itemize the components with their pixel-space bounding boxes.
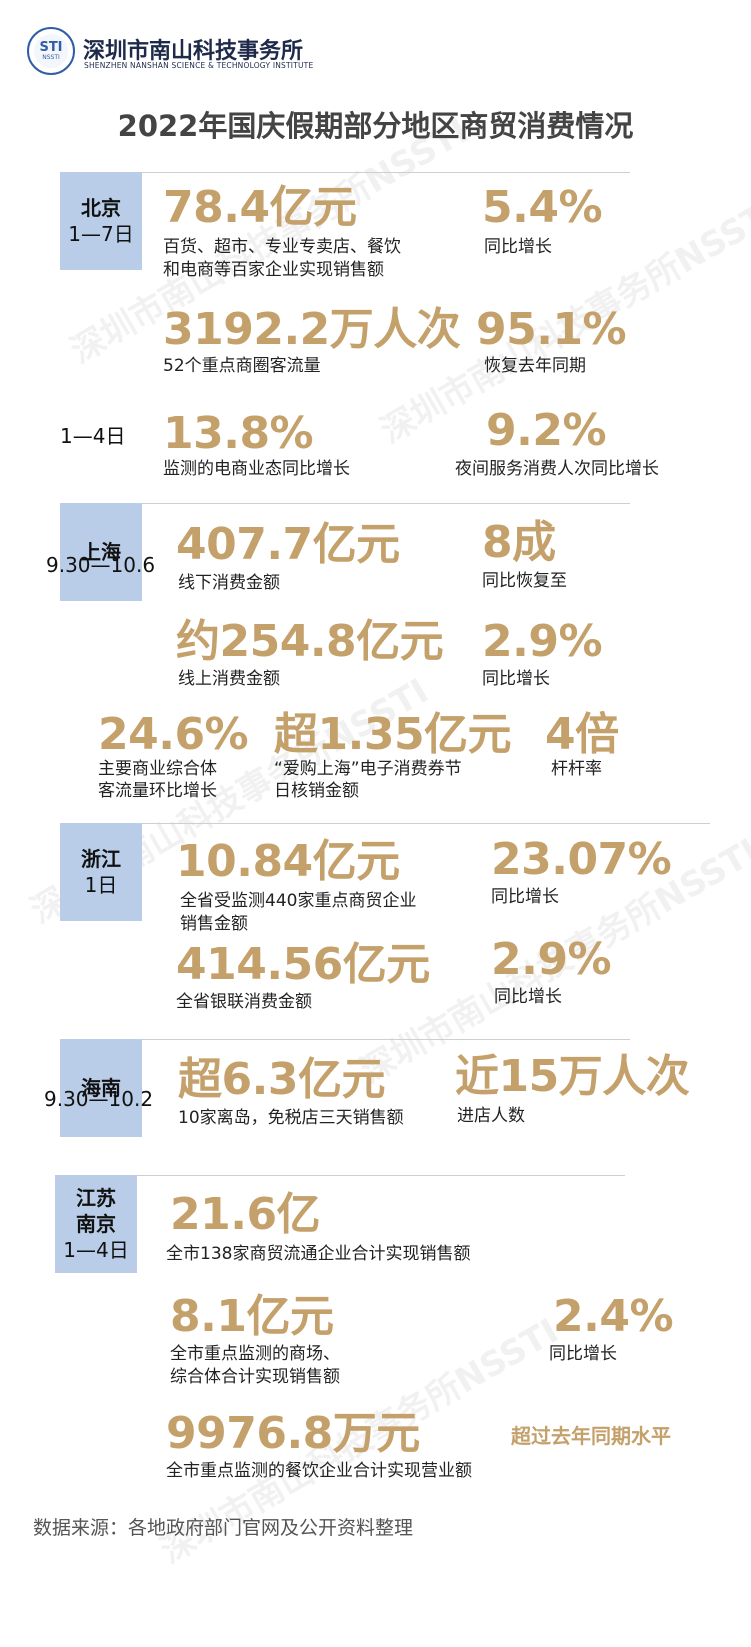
section-divider bbox=[60, 503, 630, 504]
stat-desc: 同比增长 bbox=[482, 669, 550, 689]
stat-desc: 同比增长 bbox=[549, 1344, 617, 1364]
stat-desc: 全市138家商贸流通企业合计实现销售额 bbox=[166, 1244, 471, 1264]
stat-desc: 线下消费金额 bbox=[178, 573, 280, 593]
stat-note: 超过去年同期水平 bbox=[511, 1424, 671, 1448]
region-name: 江苏 bbox=[76, 1186, 116, 1210]
region-period: 9.30—10.6 bbox=[46, 553, 156, 577]
stat-desc: 进店人数 bbox=[457, 1106, 525, 1126]
section-divider bbox=[60, 1039, 630, 1040]
org-name: 深圳市南山科技事务所 bbox=[83, 39, 304, 64]
stat-value: 超1.35亿元 bbox=[274, 709, 512, 760]
stat-desc: 杆杆率 bbox=[551, 759, 602, 779]
region-box-shanghai: 上海 bbox=[60, 503, 142, 601]
stat-desc: 10家离岛，免税店三天销售额 bbox=[178, 1108, 404, 1128]
region-period: 1—4日 bbox=[60, 424, 126, 448]
region-name: 北京 bbox=[81, 196, 121, 220]
stat-desc: “爱购上海”电子消费券节 bbox=[274, 759, 462, 779]
stat-desc: 同比增长 bbox=[491, 887, 559, 907]
stat-desc: 综合体合计实现销售额 bbox=[170, 1367, 340, 1387]
stat-value: 超6.3亿元 bbox=[178, 1054, 385, 1105]
stat-desc: 监测的电商业态同比增长 bbox=[163, 459, 350, 479]
data-source: 数据来源：各地政府部门官网及公开资料整理 bbox=[33, 1517, 414, 1539]
stat-value: 3192.2万人次 bbox=[163, 304, 461, 355]
stat-value: 414.56亿元 bbox=[176, 939, 430, 990]
stat-value: 24.6% bbox=[98, 709, 249, 760]
stat-desc: 全省受监测440家重点商贸企业 bbox=[180, 891, 417, 911]
stat-value: 13.8% bbox=[163, 408, 314, 459]
region-box-hainan: 海南 bbox=[60, 1039, 142, 1137]
region-name: 海南 bbox=[81, 1076, 121, 1100]
region-period: 9.30—10.2 bbox=[44, 1087, 154, 1111]
org-logo: STI NSSTI bbox=[27, 27, 75, 75]
stat-value: 95.1% bbox=[476, 304, 627, 355]
logo-text: STI bbox=[39, 39, 63, 55]
stat-value: 10.84亿元 bbox=[176, 836, 400, 887]
stat-desc: 和电商等百家企业实现销售额 bbox=[163, 260, 384, 280]
region-period: 1—4日 bbox=[63, 1238, 129, 1262]
org-name-en: SHENZHEN NANSHAN SCIENCE & TECHNOLOGY IN… bbox=[84, 61, 314, 70]
stat-value: 21.6亿 bbox=[170, 1189, 321, 1240]
section-divider bbox=[60, 823, 710, 824]
stat-value: 407.7亿元 bbox=[176, 519, 400, 570]
stat-desc: 52个重点商圈客流量 bbox=[163, 356, 321, 376]
stat-value: 8成 bbox=[482, 517, 556, 568]
logo-subtext: NSSTI bbox=[42, 53, 60, 61]
stat-value: 近15万人次 bbox=[455, 1051, 690, 1102]
stat-value: 2.4% bbox=[553, 1291, 674, 1342]
stat-desc: 恢复去年同期 bbox=[484, 356, 586, 376]
stat-value: 9.2% bbox=[486, 405, 607, 456]
region-box-jiangsu-nanjing: 江苏 南京 1—4日 bbox=[55, 1175, 137, 1273]
stat-desc: 同比增长 bbox=[484, 237, 552, 257]
stat-value: 78.4亿元 bbox=[163, 182, 357, 233]
stat-desc: 全省银联消费金额 bbox=[176, 992, 312, 1012]
region-name: 上海 bbox=[81, 540, 121, 564]
region-name: 浙江 bbox=[81, 847, 121, 871]
stat-desc: 主要商业综合体 bbox=[98, 759, 217, 779]
stat-value: 5.4% bbox=[482, 182, 603, 233]
stat-desc: 同比恢复至 bbox=[482, 571, 567, 591]
page-title: 2022年国庆假期部分地区商贸消费情况 bbox=[117, 109, 634, 143]
stat-value: 8.1亿元 bbox=[170, 1291, 334, 1342]
region-box-beijing: 北京 1—7日 bbox=[60, 172, 142, 270]
stat-value: 9976.8万元 bbox=[166, 1408, 420, 1459]
stat-desc: 夜间服务消费人次同比增长 bbox=[455, 459, 659, 479]
stat-desc: 客流量环比增长 bbox=[98, 781, 217, 801]
stat-desc: 全市重点监测的商场、 bbox=[170, 1344, 340, 1364]
stat-desc: 同比增长 bbox=[494, 987, 562, 1007]
stat-desc: 百货、超市、专业专卖店、餐饮 bbox=[163, 237, 401, 257]
region-name: 南京 bbox=[76, 1212, 116, 1236]
stat-desc: 线上消费金额 bbox=[178, 669, 280, 689]
section-divider bbox=[55, 1175, 625, 1176]
stat-value: 约254.8亿元 bbox=[176, 616, 444, 667]
stat-value: 4倍 bbox=[545, 709, 619, 760]
stat-desc: 全市重点监测的餐饮企业合计实现营业额 bbox=[166, 1461, 472, 1481]
region-period: 1—7日 bbox=[68, 222, 134, 246]
stat-value: 2.9% bbox=[482, 616, 603, 667]
stat-desc: 销售金额 bbox=[180, 914, 248, 934]
section-divider bbox=[60, 172, 630, 173]
region-box-zhejiang: 浙江 1日 bbox=[60, 823, 142, 921]
stat-desc: 日核销金额 bbox=[274, 781, 359, 801]
stat-value: 2.9% bbox=[491, 934, 612, 985]
region-period: 1日 bbox=[84, 873, 118, 897]
stat-value: 23.07% bbox=[491, 834, 672, 885]
